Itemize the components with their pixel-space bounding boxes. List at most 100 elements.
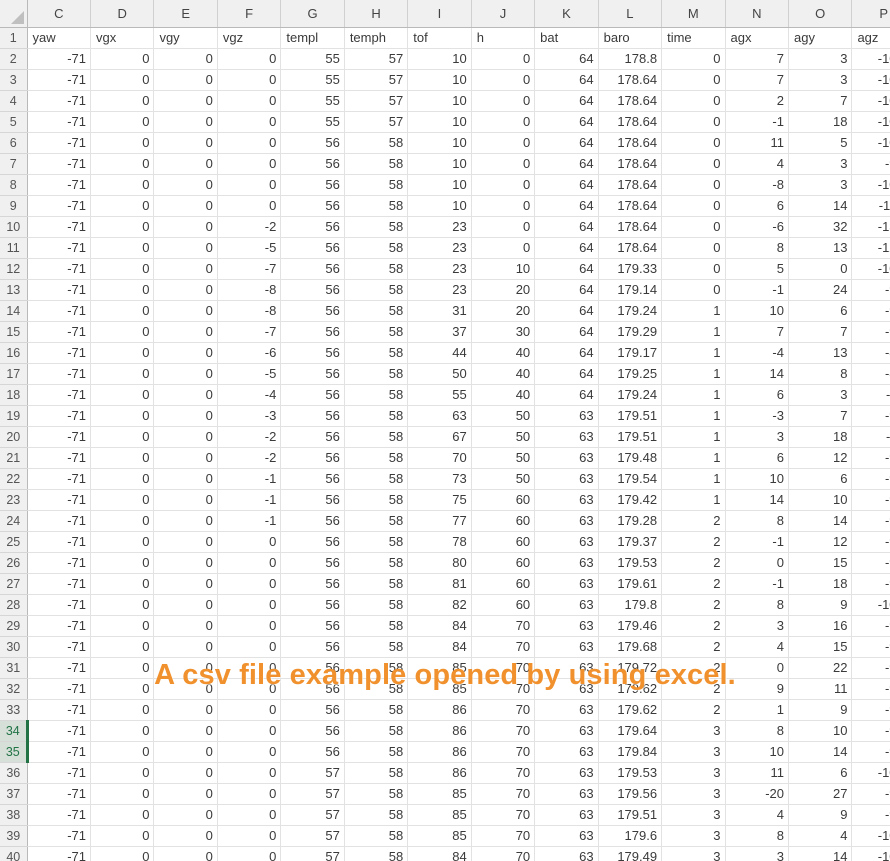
cell-H12[interactable]: 58 [344, 258, 409, 280]
cell-F7[interactable]: 0 [217, 153, 282, 175]
cell-L24[interactable]: 179.28 [598, 510, 663, 532]
cell-N20[interactable]: 3 [725, 426, 789, 448]
row-header-16[interactable]: 16 [0, 342, 28, 364]
cell-D13[interactable]: 0 [90, 279, 155, 301]
cell-M18[interactable]: 1 [661, 384, 726, 406]
cell-D11[interactable]: 0 [90, 237, 155, 259]
cell-C21[interactable]: -71 [27, 447, 92, 469]
row-header-37[interactable]: 37 [0, 783, 28, 805]
cell-P24[interactable]: -968 [851, 510, 890, 532]
cell-K16[interactable]: 64 [534, 342, 599, 364]
cell-L10[interactable]: 178.64 [598, 216, 663, 238]
cell-G5[interactable]: 55 [280, 111, 345, 133]
cell-P29[interactable]: -976 [851, 615, 890, 637]
cell-L34[interactable]: 179.64 [598, 720, 663, 742]
cell-E7[interactable]: 0 [153, 153, 218, 175]
cell-J29[interactable]: 70 [471, 615, 536, 637]
cell-F35[interactable]: 0 [217, 741, 282, 763]
cell-C5[interactable]: -71 [27, 111, 92, 133]
cell-H14[interactable]: 58 [344, 300, 409, 322]
cell-G10[interactable]: 56 [280, 216, 345, 238]
cell-C25[interactable]: -71 [27, 531, 92, 553]
cell-L17[interactable]: 179.25 [598, 363, 663, 385]
cell-M29[interactable]: 2 [661, 615, 726, 637]
cell-O31[interactable]: 22 [788, 657, 853, 679]
cell-I10[interactable]: 23 [407, 216, 472, 238]
cell-O11[interactable]: 13 [788, 237, 853, 259]
cell-H18[interactable]: 58 [344, 384, 409, 406]
cell-L18[interactable]: 179.24 [598, 384, 663, 406]
row-header-32[interactable]: 32 [0, 678, 28, 700]
cell-G7[interactable]: 56 [280, 153, 345, 175]
cell-H30[interactable]: 58 [344, 636, 409, 658]
cell-M34[interactable]: 3 [661, 720, 726, 742]
cell-H32[interactable]: 58 [344, 678, 409, 700]
cell-D15[interactable]: 0 [90, 321, 155, 343]
cell-M3[interactable]: 0 [661, 69, 726, 91]
cell-I17[interactable]: 50 [407, 363, 472, 385]
cell-I33[interactable]: 86 [407, 699, 472, 721]
cell-N21[interactable]: 6 [725, 447, 789, 469]
cell-P31[interactable]: -966 [851, 657, 890, 679]
cell-L6[interactable]: 178.64 [598, 132, 663, 154]
cell-J30[interactable]: 70 [471, 636, 536, 658]
cell-L16[interactable]: 179.17 [598, 342, 663, 364]
cell-K36[interactable]: 63 [534, 762, 599, 784]
cell-C11[interactable]: -71 [27, 237, 92, 259]
cell-D8[interactable]: 0 [90, 174, 155, 196]
column-header-p[interactable]: P [851, 0, 890, 28]
cell-K40[interactable]: 63 [534, 846, 599, 861]
cell-F11[interactable]: -5 [217, 237, 282, 259]
cell-J1[interactable]: h [471, 27, 536, 49]
cell-C13[interactable]: -71 [27, 279, 92, 301]
cell-D26[interactable]: 0 [90, 552, 155, 574]
cell-M20[interactable]: 1 [661, 426, 726, 448]
cell-M37[interactable]: 3 [661, 783, 726, 805]
cell-F14[interactable]: -8 [217, 300, 282, 322]
cell-H26[interactable]: 58 [344, 552, 409, 574]
cell-L20[interactable]: 179.51 [598, 426, 663, 448]
cell-L19[interactable]: 179.51 [598, 405, 663, 427]
cell-H9[interactable]: 58 [344, 195, 409, 217]
cell-J13[interactable]: 20 [471, 279, 536, 301]
row-header-19[interactable]: 19 [0, 405, 28, 427]
cell-G34[interactable]: 56 [280, 720, 345, 742]
cell-L11[interactable]: 178.64 [598, 237, 663, 259]
cell-C28[interactable]: -71 [27, 594, 92, 616]
cell-M15[interactable]: 1 [661, 321, 726, 343]
cell-M8[interactable]: 0 [661, 174, 726, 196]
cell-C37[interactable]: -71 [27, 783, 92, 805]
cell-N19[interactable]: -3 [725, 405, 789, 427]
cell-H1[interactable]: temph [344, 27, 409, 49]
cell-M23[interactable]: 1 [661, 489, 726, 511]
cell-I32[interactable]: 85 [407, 678, 472, 700]
cell-I21[interactable]: 70 [407, 447, 472, 469]
cell-C22[interactable]: -71 [27, 468, 92, 490]
cell-F18[interactable]: -4 [217, 384, 282, 406]
row-header-20[interactable]: 20 [0, 426, 28, 448]
cell-L28[interactable]: 179.8 [598, 594, 663, 616]
cell-G31[interactable]: 56 [280, 657, 345, 679]
cell-L13[interactable]: 179.14 [598, 279, 663, 301]
cell-F16[interactable]: -6 [217, 342, 282, 364]
cell-L15[interactable]: 179.29 [598, 321, 663, 343]
cell-O19[interactable]: 7 [788, 405, 853, 427]
cell-J34[interactable]: 70 [471, 720, 536, 742]
cell-N31[interactable]: 0 [725, 657, 789, 679]
cell-J40[interactable]: 70 [471, 846, 536, 861]
column-header-k[interactable]: K [534, 0, 599, 28]
cell-G38[interactable]: 57 [280, 804, 345, 826]
row-header-34[interactable]: 34 [0, 720, 29, 742]
cell-C10[interactable]: -71 [27, 216, 92, 238]
cell-L3[interactable]: 178.64 [598, 69, 663, 91]
cell-P13[interactable]: -973 [851, 279, 890, 301]
cell-E27[interactable]: 0 [153, 573, 218, 595]
cell-K2[interactable]: 64 [534, 48, 599, 70]
